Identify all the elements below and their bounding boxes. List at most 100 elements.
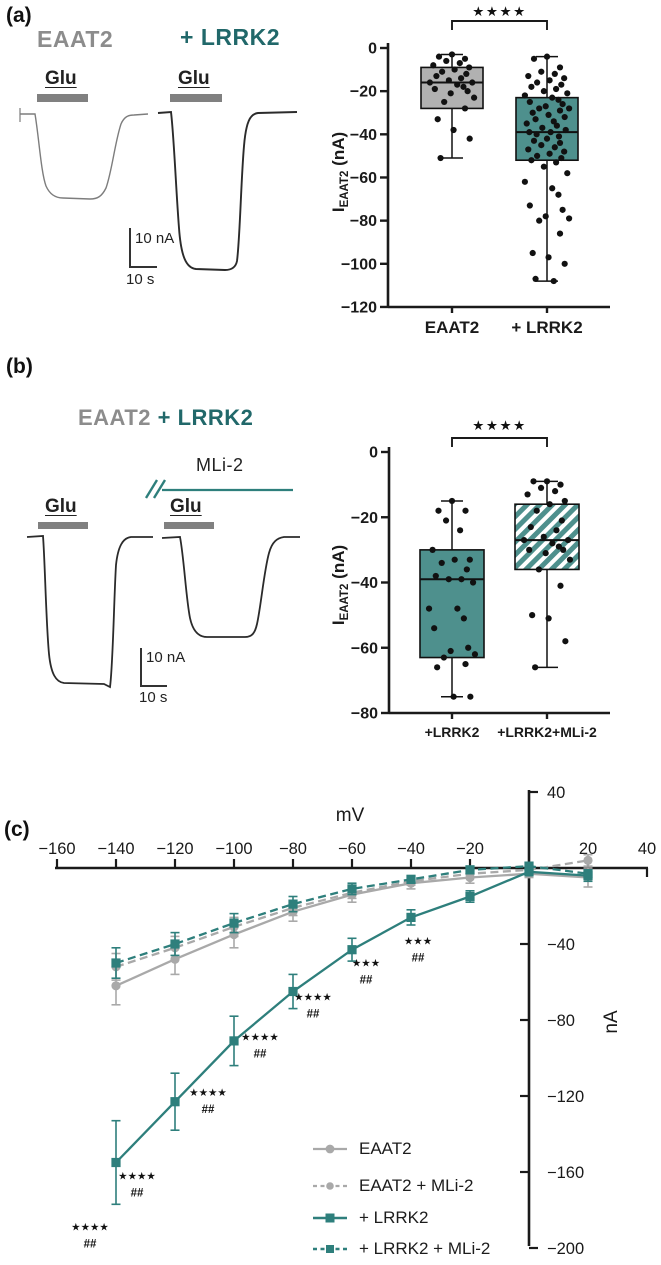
- annotation-hashes: ##: [202, 1104, 215, 1116]
- svg-text:−120: −120: [341, 299, 377, 316]
- svg-text:−80: −80: [279, 840, 307, 858]
- annotation-stars: ★★★★: [294, 992, 332, 1004]
- box-group-EAAT2: EAAT2: [420, 51, 484, 337]
- svg-text:−80: −80: [547, 1012, 575, 1030]
- mli2-label: MLi-2: [196, 455, 244, 475]
- box-group-+LRRK2+MLi-2: +LRRK2+MLi-2: [497, 478, 597, 740]
- svg-text:−20: −20: [351, 510, 378, 527]
- series-+LRRK2: [111, 867, 593, 1206]
- svg-text:−40: −40: [350, 127, 377, 144]
- svg-text:−60: −60: [350, 170, 377, 187]
- svg-text:0: 0: [369, 445, 378, 462]
- current-trace-eaat2: [20, 113, 149, 200]
- legend-marker-eaat2: [313, 1144, 347, 1154]
- annotation-hashes: ##: [412, 953, 425, 965]
- significance: ★★★★: [451, 4, 548, 30]
- legend-item-eaat2-mli2: EAAT2 + MLi-2: [312, 1176, 473, 1196]
- y-ticks: 40 −40 −80 −120 −160 −200: [520, 784, 584, 1258]
- glu-label: Glu: [45, 496, 77, 517]
- legend-label: + LRRK2 + MLi-2: [359, 1239, 491, 1258]
- y-axis-title: IEAAT2 (nA): [330, 545, 351, 625]
- y-ticks: 0 −20 −40 −60 −80 −100 −120: [341, 41, 388, 316]
- box: [419, 549, 485, 659]
- svg-text:−120: −120: [156, 840, 193, 858]
- annotation-hashes: ##: [254, 1049, 267, 1061]
- svg-text:−20: −20: [456, 840, 484, 858]
- annotation-stars: ★★★★: [241, 1032, 279, 1044]
- category-label: +LRRK2: [425, 724, 480, 740]
- current-trace-lrrk2: [157, 110, 298, 271]
- data-points: [425, 497, 479, 700]
- annotation-stars: ★★★: [404, 936, 433, 948]
- svg-text:−80: −80: [350, 213, 377, 230]
- svg-text:−40: −40: [547, 936, 575, 954]
- axis-break-slash: [152, 479, 167, 499]
- glu-label: Glu: [45, 68, 77, 89]
- data-points: [521, 53, 573, 285]
- svg-text:−40: −40: [397, 840, 425, 858]
- legend-label: + LRRK2: [359, 1208, 429, 1227]
- svg-text:−160: −160: [38, 840, 75, 858]
- svg-text:−120: −120: [547, 1088, 584, 1106]
- panel-b-label: (b): [6, 355, 33, 378]
- y-axis-title: nA: [601, 1010, 622, 1034]
- axes: [387, 447, 610, 715]
- panel-c-iv-plot: −160 −140 −120 −100 −80 −60 −40 −20 20 40mV40−40−…: [38, 784, 656, 1258]
- data-points: [426, 51, 478, 162]
- significance-annotations: ★★★★ ## ★★★★ ## ★★★★ ## ★★★★ ## ★★★★ ## ★★★ ## ★★★ ##: [71, 936, 433, 1251]
- y-ticks: 0 −20 −40 −60 −80: [351, 445, 389, 723]
- significance: ★★★★: [451, 418, 548, 447]
- scale-current-label: 10 nA: [135, 230, 175, 247]
- scale-time-label: 10 s: [126, 271, 155, 288]
- panel-b-title-lrrk2: + LRRK2: [157, 405, 254, 430]
- data-points: [520, 478, 574, 671]
- legend-marker-eaat2-mli2: [313, 1182, 347, 1190]
- panel-a-condition-eaat2: EAAT2: [37, 26, 114, 52]
- series-line: [115, 864, 589, 965]
- panel-c-label: (c): [4, 818, 30, 841]
- box-group-+LRRK2: +LRRK2: [419, 497, 485, 740]
- legend-item-eaat2: EAAT2: [312, 1139, 412, 1159]
- glu-application-bar: [38, 522, 88, 529]
- scale-bar: [140, 648, 167, 687]
- annotation-hashes: ##: [131, 1188, 144, 1200]
- legend-marker-lrrk2-mli2: [313, 1245, 347, 1253]
- legend-item-lrrk2-mli2: + LRRK2 + MLi-2: [312, 1239, 490, 1259]
- panel-a-condition-lrrk2: + LRRK2: [180, 24, 280, 50]
- legend-label: EAAT2 + MLi-2: [359, 1176, 474, 1195]
- series-line: [115, 859, 589, 968]
- markers: [111, 867, 593, 1168]
- scale-bar: [129, 228, 157, 268]
- glu-label: Glu: [170, 496, 202, 517]
- svg-text:−160: −160: [547, 1164, 584, 1182]
- annotation-hashes: ##: [84, 1239, 97, 1251]
- box: [420, 66, 484, 110]
- annotation-stars: ★★★★: [71, 1222, 109, 1234]
- svg-text:40: 40: [547, 784, 565, 802]
- annotation-stars: ★★★★: [189, 1087, 227, 1099]
- glu-label: Glu: [178, 68, 210, 89]
- svg-text:40: 40: [638, 840, 656, 858]
- series-line: [115, 870, 589, 1164]
- panel-b-title-eaat2: EAAT2: [78, 405, 151, 430]
- annotation-stars: ★★★★: [118, 1171, 156, 1183]
- svg-text:−100: −100: [215, 840, 252, 858]
- svg-text:−140: −140: [97, 840, 134, 858]
- panel-b-traces-plot: [26, 479, 300, 689]
- current-trace-lrrk2-control: [26, 535, 153, 689]
- panel-a-boxplot: 0 −20 −40 −60 −80 −100 −120 IEAAT2 (nA) EAAT2 + L…: [330, 4, 610, 337]
- svg-text:−80: −80: [351, 706, 378, 723]
- svg-text:−40: −40: [351, 575, 378, 592]
- svg-text:20: 20: [579, 840, 597, 858]
- legend-item-lrrk2: + LRRK2: [312, 1208, 428, 1228]
- svg-text:−60: −60: [351, 640, 378, 657]
- significance-stars: ★★★★: [472, 4, 526, 19]
- current-trace-lrrk2-mli2: [161, 536, 300, 638]
- glu-application-bar: [170, 94, 222, 102]
- scale-time-label: 10 s: [139, 689, 168, 706]
- panel-b-boxplot: 0 −20 −40 −60 −80 IEAAT2 (nA) +LRRK2 +LRRK2+MLi…: [330, 418, 610, 740]
- annotation-stars: ★★★: [352, 957, 381, 969]
- box-group-+LRRK2: + LRRK2: [511, 53, 583, 337]
- svg-text:−200: −200: [547, 1240, 584, 1258]
